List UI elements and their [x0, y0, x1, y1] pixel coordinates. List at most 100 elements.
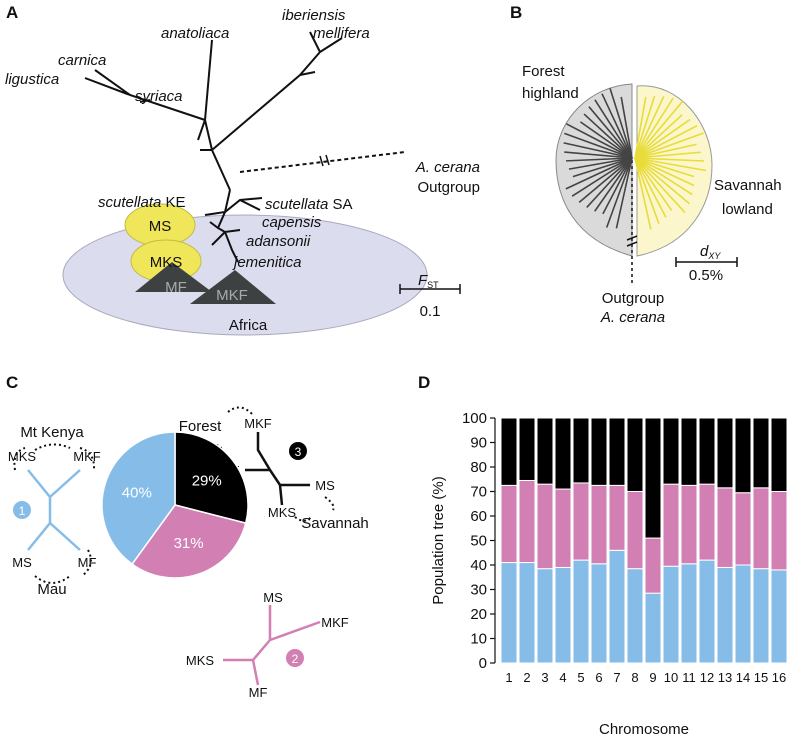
x-tick-label: 8 [631, 670, 638, 685]
group-label: Mau [37, 581, 66, 598]
branch [634, 157, 707, 172]
branch [634, 157, 652, 230]
branch [634, 132, 704, 159]
branch [578, 157, 633, 203]
bar-segment [716, 566, 734, 664]
branch [568, 157, 633, 170]
branch [605, 157, 633, 228]
bar-segment [608, 484, 626, 551]
taxon-name: scutellata [98, 194, 161, 211]
branch [594, 99, 633, 159]
bar-segment [716, 417, 734, 489]
branch [634, 118, 691, 159]
bar-segment [500, 484, 518, 564]
bar-segment [698, 559, 716, 664]
tree-number-badge [289, 442, 307, 460]
tip-label: MS [263, 590, 283, 605]
branch [634, 157, 695, 178]
population-label: MKF [216, 287, 248, 304]
branch [620, 96, 633, 159]
bar-segment [590, 563, 608, 664]
taxon-label: scutellata SA [265, 196, 353, 213]
branch [634, 157, 690, 205]
x-tick-label: 6 [595, 670, 602, 685]
tip-label: MS [12, 555, 32, 570]
x-tick-label: 14 [736, 670, 750, 685]
branch [634, 157, 673, 211]
bar-segment [680, 417, 698, 486]
branch [594, 157, 633, 212]
x-axis-label: Chromosome [599, 721, 689, 738]
branch [572, 157, 633, 178]
bar-segment [644, 592, 662, 664]
taxon-label: scutellata KE [98, 194, 186, 211]
branch [565, 123, 633, 159]
tip-label: MKF [244, 416, 272, 431]
branch [634, 157, 693, 196]
taxon-suffix: KE [166, 194, 186, 211]
branch [634, 124, 698, 159]
bar-segment [572, 559, 590, 664]
bar-segment [698, 417, 716, 485]
tree-number-badge [13, 501, 31, 519]
y-axis-label: Population tree (%) [430, 476, 447, 604]
bar-segment [572, 417, 590, 484]
panel-a: ligustica carnica syriaca anatoliaca ibe… [5, 7, 480, 336]
bar-segment [626, 568, 644, 664]
scale-subscript: XY [707, 251, 721, 261]
x-tick-label: 11 [682, 670, 696, 685]
taxon-label: carnica [58, 52, 106, 69]
bar-segment [770, 491, 788, 571]
branch [634, 100, 684, 159]
x-tick-label: 13 [718, 670, 732, 685]
outgroup-label: Outgroup [602, 290, 665, 307]
tip-label: MF [249, 685, 268, 700]
group-label: Mt Kenya [20, 424, 84, 441]
y-tick-label: 100 [462, 410, 487, 427]
branch [563, 142, 633, 159]
tree-3 [245, 432, 310, 506]
population-label: MS [149, 218, 172, 235]
bar-segment [590, 417, 608, 486]
scale-label: FST [418, 272, 439, 290]
bar-segment [770, 569, 788, 664]
branch [609, 88, 633, 159]
pie-slice [174, 431, 249, 525]
bar-segment [662, 417, 680, 485]
tip-label: MKS [186, 653, 215, 668]
branch [564, 151, 633, 159]
bar-segment [716, 487, 734, 568]
panel-b: Forest highland Savannah lowland dXY 0.5… [522, 63, 782, 326]
bar-segment [518, 562, 536, 664]
branch [634, 157, 695, 187]
population-label: MF [165, 279, 187, 296]
taxon-suffix: SA [333, 196, 353, 213]
bar-segment [608, 417, 626, 486]
group-label: Savannah [301, 515, 369, 532]
bar-segment [500, 417, 518, 486]
x-tick-label: 4 [559, 670, 566, 685]
bar-segment [518, 417, 536, 481]
bar-segment [536, 417, 554, 485]
branch [634, 157, 667, 218]
bar-segment [554, 417, 572, 490]
x-tick-label: 10 [664, 670, 678, 685]
bar-segment [644, 417, 662, 539]
panel-labels: A B C D [6, 3, 522, 392]
bar-segment [662, 565, 680, 664]
outgroup-species: A. cerana [600, 309, 665, 326]
branch [615, 157, 633, 229]
branch [565, 157, 633, 190]
branch [564, 132, 633, 159]
clade-label: highland [522, 85, 579, 102]
tip-label: MKS [268, 505, 297, 520]
clade-label: Savannah [714, 177, 782, 194]
y-tick-label: 90 [470, 435, 487, 452]
panel-label: C [6, 373, 18, 392]
y-tick-label: 0 [479, 655, 487, 672]
clade-label: Forest [522, 63, 565, 80]
taxon-label: ligustica [5, 71, 59, 88]
taxon-label: iberiensis [282, 7, 346, 24]
